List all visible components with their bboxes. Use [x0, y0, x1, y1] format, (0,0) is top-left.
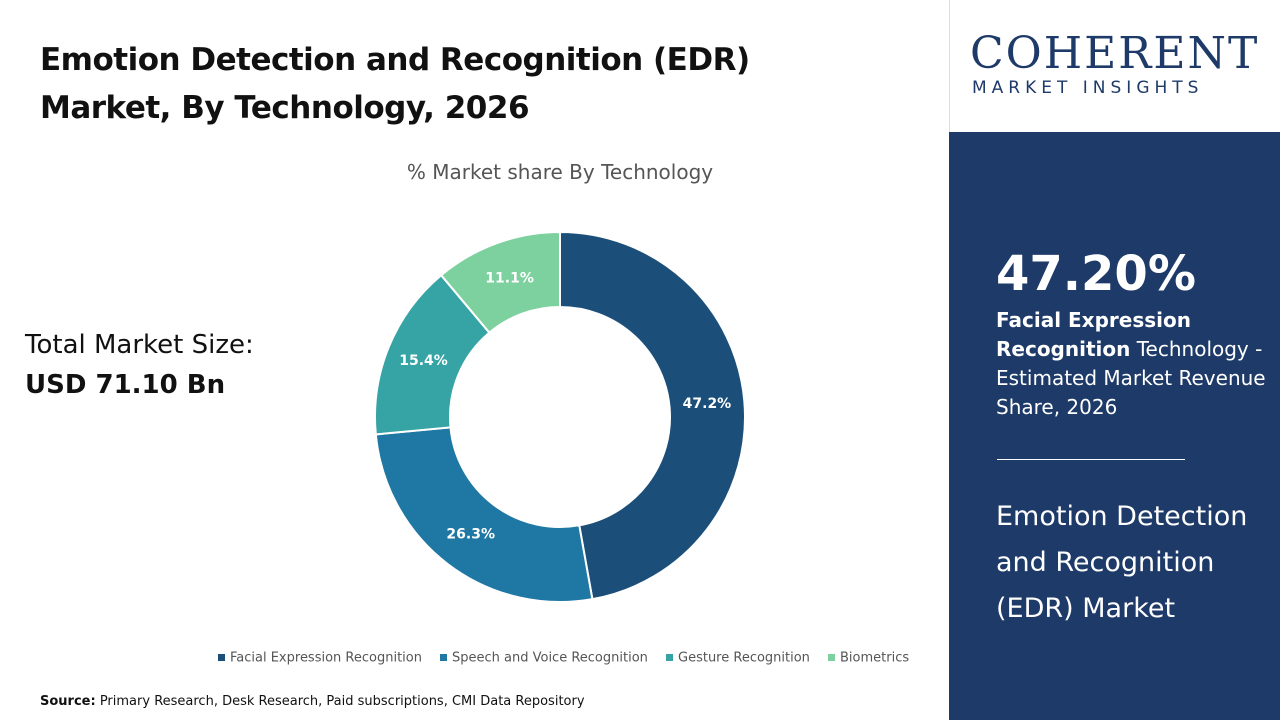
legend-swatch: [440, 654, 447, 661]
donut-slice: [559, 230, 746, 601]
data-label: 26.3%: [446, 526, 495, 542]
side-panel: 47.20% Facial Expression Recognition Tec…: [949, 132, 1280, 720]
data-label: 15.4%: [399, 353, 448, 369]
chart-subtitle: % Market share By Technology: [406, 160, 714, 184]
logo-name: COHERENT: [970, 28, 1260, 79]
divider: [997, 459, 1185, 460]
data-label: 11.1%: [485, 270, 534, 286]
source-text: Primary Research, Desk Research, Paid su…: [95, 694, 585, 709]
share-description: Facial Expression Recognition Technology…: [996, 306, 1266, 422]
market-size-label: Total Market Size:: [25, 330, 254, 360]
source: Source: Primary Research, Desk Research,…: [40, 694, 585, 709]
chart: 47.2% 26.3% 15.4% 11.1% Facial Expression Re…: [218, 230, 909, 666]
logo-tagline: MARKET INSIGHTS: [972, 78, 1204, 98]
legend-label: Speech and Voice Recognition: [452, 651, 648, 666]
data-label: 47.2%: [683, 396, 732, 412]
market-size: Total Market Size: USD 71.10 Bn: [25, 325, 254, 405]
share-value: 47.20%: [996, 246, 1196, 302]
legend-swatch: [828, 654, 835, 661]
segment-name: Facial Expression Recognition: [996, 308, 1191, 361]
market-size-value: USD 71.10 Bn: [25, 370, 226, 400]
title-line: Emotion Detection and Recognition (EDR): [40, 42, 750, 78]
legend-swatch: [218, 654, 225, 661]
logo: COHERENT MARKET INSIGHTS: [949, 0, 1280, 132]
title-line: Market, By Technology, 2026: [40, 90, 530, 126]
legend-label: Gesture Recognition: [678, 651, 810, 666]
source-label: Source:: [40, 694, 96, 709]
market-name: Emotion Detection and Recognition (EDR) …: [996, 501, 1248, 624]
description-text: Technology - Estimated Market Revenue Sh…: [996, 337, 1266, 419]
legend-swatch: [666, 654, 673, 661]
legend-label: Facial Expression Recognition: [230, 651, 422, 666]
donut-slice: [374, 426, 594, 603]
chart-title: Emotion Detection and Recognition (EDR) …: [40, 36, 750, 132]
legend-label: Biometrics: [840, 651, 909, 666]
donut-slice: [439, 230, 561, 335]
